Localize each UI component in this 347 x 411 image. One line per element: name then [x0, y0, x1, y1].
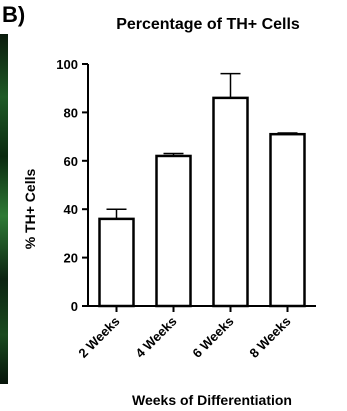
x-tick-label: 8 Weeks: [246, 314, 293, 361]
y-axis-title: % TH+ Cells: [22, 169, 38, 250]
x-tick-labels: 2 Weeks 4 Weeks 6 Weeks 8 Weeks: [75, 314, 293, 361]
bar: [98, 217, 135, 308]
bar: [212, 96, 249, 308]
bars-group: [98, 96, 306, 308]
panel-label: B): [2, 2, 25, 27]
y-tick-label: 20: [64, 251, 78, 266]
x-tick-label: 2 Weeks: [75, 314, 122, 361]
y-tick-label: 60: [64, 154, 78, 169]
micrograph-panel-edge: [0, 34, 8, 384]
y-axis: 0 20 40 60 80 100: [56, 57, 89, 314]
x-tick-label: 4 Weeks: [132, 314, 179, 361]
y-tick-label: 40: [64, 202, 78, 217]
bar: [269, 132, 306, 308]
error-bars-group: [106, 72, 298, 219]
y-tick-label: 100: [56, 57, 78, 72]
chart-title: Percentage of TH+ Cells: [116, 16, 300, 33]
bar: [155, 154, 192, 308]
x-tick-label: 6 Weeks: [189, 314, 236, 361]
y-tick-label: 80: [64, 105, 78, 120]
x-axis-title: Weeks of Differentiation: [132, 392, 292, 408]
y-tick-label: 0: [71, 299, 78, 314]
